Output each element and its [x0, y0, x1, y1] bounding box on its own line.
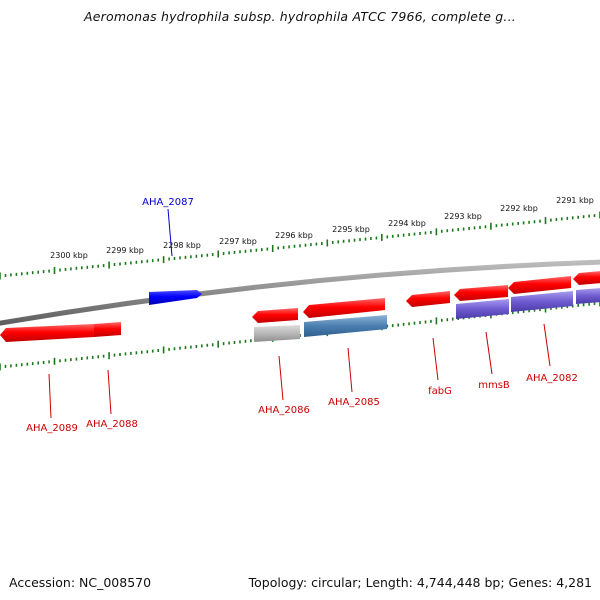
gene-aha-2088-arrow[interactable]: [94, 322, 121, 337]
gene-aha-2081-cds[interactable]: [576, 288, 600, 304]
kbp-label: 2300 kbp: [50, 251, 88, 260]
gene-aha-2081-arrow[interactable]: [573, 271, 600, 285]
leader-mmsb: [485, 331, 493, 375]
label-aha-2085[interactable]: AHA_2085: [328, 397, 380, 408]
gene-aha-2082-arrow[interactable]: [508, 276, 571, 294]
leader-aha-2089: [48, 373, 52, 419]
kbp-label: 2299 kbp: [106, 246, 144, 255]
gene-aha-2086-rna[interactable]: [254, 325, 300, 342]
outer-kbp-ruler: [0, 211, 600, 280]
gene-aha-2085-cds[interactable]: [304, 315, 387, 337]
label-aha-2082[interactable]: AHA_2082: [526, 373, 578, 384]
gene-mmsb-cds[interactable]: [456, 299, 509, 319]
kbp-label: 2292 kbp: [500, 204, 538, 213]
label-fabg[interactable]: fabG: [428, 386, 452, 397]
label-aha-2088[interactable]: AHA_2088: [86, 419, 138, 430]
gene-mmsb-arrow[interactable]: [454, 285, 508, 301]
leader-aha-2088: [107, 369, 112, 415]
leader-aha-2085: [347, 347, 353, 393]
kbp-label: 2296 kbp: [275, 231, 313, 240]
leader-aha-2082: [543, 323, 551, 367]
kbp-label: 2297 kbp: [219, 237, 257, 246]
kbp-label: 2291 kbp: [556, 196, 594, 205]
gene-label-leaders: [48, 208, 551, 419]
label-aha-2089[interactable]: AHA_2089: [26, 423, 78, 434]
kbp-label: 2295 kbp: [332, 225, 370, 234]
gene-aha-2087-arrow[interactable]: [149, 290, 202, 305]
label-aha-2087[interactable]: AHA_2087: [142, 197, 194, 208]
genome-backbone: [0, 259, 600, 326]
gene-features: [0, 271, 600, 342]
leader-aha-2087: [167, 208, 173, 257]
kbp-label: 2294 kbp: [388, 219, 426, 228]
gene-aha-2086-arrow[interactable]: [252, 308, 298, 323]
leader-aha-2086: [278, 355, 284, 401]
gene-fabg-arrow[interactable]: [406, 291, 450, 307]
kbp-labels: 2300 kbp 2299 kbp 2298 kbp 2297 kbp 2296…: [50, 196, 594, 260]
gene-aha-2089-arrow[interactable]: [0, 324, 94, 342]
label-aha-2086[interactable]: AHA_2086: [258, 405, 310, 416]
gene-aha-2082-cds[interactable]: [511, 291, 573, 312]
accession-text: Accession: NC_008570: [9, 575, 152, 590]
topology-text: Topology: circular; Length: 4,744,448 bp…: [248, 575, 592, 590]
label-mmsb[interactable]: mmsB: [478, 380, 510, 391]
kbp-label: 2293 kbp: [444, 212, 482, 221]
leader-fabg: [432, 337, 439, 381]
map-title: Aeromonas hydrophila subsp. hydrophila A…: [84, 9, 516, 24]
gene-aha-2085-arrow[interactable]: [303, 298, 385, 318]
kbp-label: 2298 kbp: [163, 241, 201, 250]
